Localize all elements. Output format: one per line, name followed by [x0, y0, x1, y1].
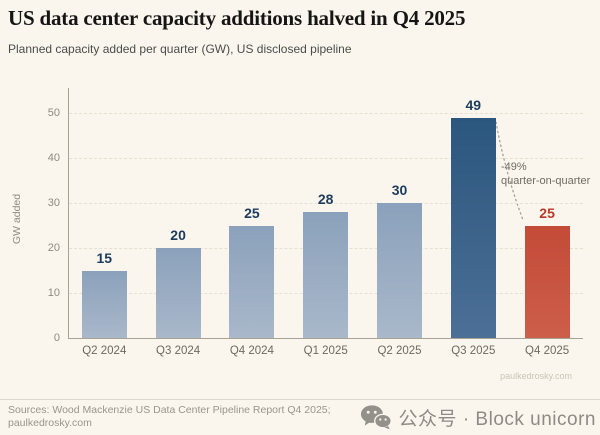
drop-annotation-caption: quarter-on-quarter — [501, 175, 591, 187]
wechat-account-badge: 公众号 · Block unicorn — [360, 402, 596, 432]
x-tick-label-q3-2025: Q3 2025 — [451, 345, 496, 357]
gridline-50 — [69, 113, 583, 114]
x-tick-label-q4-2024: Q4 2024 — [229, 345, 274, 357]
bar-value-q1-2025: 28 — [317, 191, 334, 207]
y-tick-label-40: 40 — [47, 152, 60, 164]
bar-q2-2024 — [81, 270, 127, 338]
chart-subtitle: Planned capacity added per quarter (GW),… — [8, 42, 352, 56]
bar-q4-2024 — [229, 225, 275, 338]
bar-value-q3-2025: 49 — [465, 96, 482, 113]
drop-annotation: -49% quarter-on-quarter — [501, 160, 600, 188]
sources-line-2: paulkedrosky.com — [8, 417, 92, 429]
y-tick-label-50: 50 — [47, 107, 60, 119]
wechat-account-name: 公众号 · Block unicorn — [398, 408, 596, 430]
y-tick-label-0: 0 — [53, 332, 60, 344]
bar-q2-2025 — [377, 203, 422, 338]
bar-q1-2025 — [303, 212, 349, 338]
y-axis-title: GW added — [11, 193, 23, 245]
bar-value-q4-2025: 25 — [539, 204, 555, 221]
drop-annotation-percent: -49% — [501, 161, 527, 173]
gridline-30 — [69, 203, 583, 204]
bar-value-q4-2024: 25 — [244, 204, 260, 221]
y-tick-label-30: 30 — [47, 197, 60, 209]
chart-title: US data center capacity additions halved… — [8, 6, 466, 30]
bar-q3-2025 — [450, 117, 496, 338]
bar-q3-2024 — [155, 248, 201, 338]
gridline-40 — [69, 158, 583, 159]
x-tick-label-q1-2025: Q1 2025 — [303, 345, 348, 357]
y-axis-line — [68, 88, 69, 338]
x-tick-label-q4-2025: Q4 2025 — [525, 345, 570, 357]
footer-divider — [0, 399, 600, 400]
x-tick-label-q3-2024: Q3 2024 — [156, 345, 201, 357]
x-tick-label-q2-2024: Q2 2024 — [82, 345, 127, 357]
x-axis-line — [68, 338, 583, 339]
sources-note: Sources: Wood Mackenzie US Data Center P… — [8, 404, 358, 430]
bar-q4-2025 — [524, 225, 570, 338]
y-tick-label-20: 20 — [47, 242, 60, 254]
y-tick-label-10: 10 — [47, 287, 60, 299]
wechat-icon — [360, 405, 392, 430]
watermark-text: paulkedrosky.com — [500, 371, 572, 381]
sources-line-1: Sources: Wood Mackenzie US Data Center P… — [8, 404, 331, 416]
bar-value-q3-2024: 20 — [170, 227, 186, 243]
x-tick-label-q2-2025: Q2 2025 — [377, 345, 422, 357]
bar-value-q2-2025: 30 — [391, 182, 408, 198]
bar-value-q2-2024: 15 — [96, 249, 113, 266]
